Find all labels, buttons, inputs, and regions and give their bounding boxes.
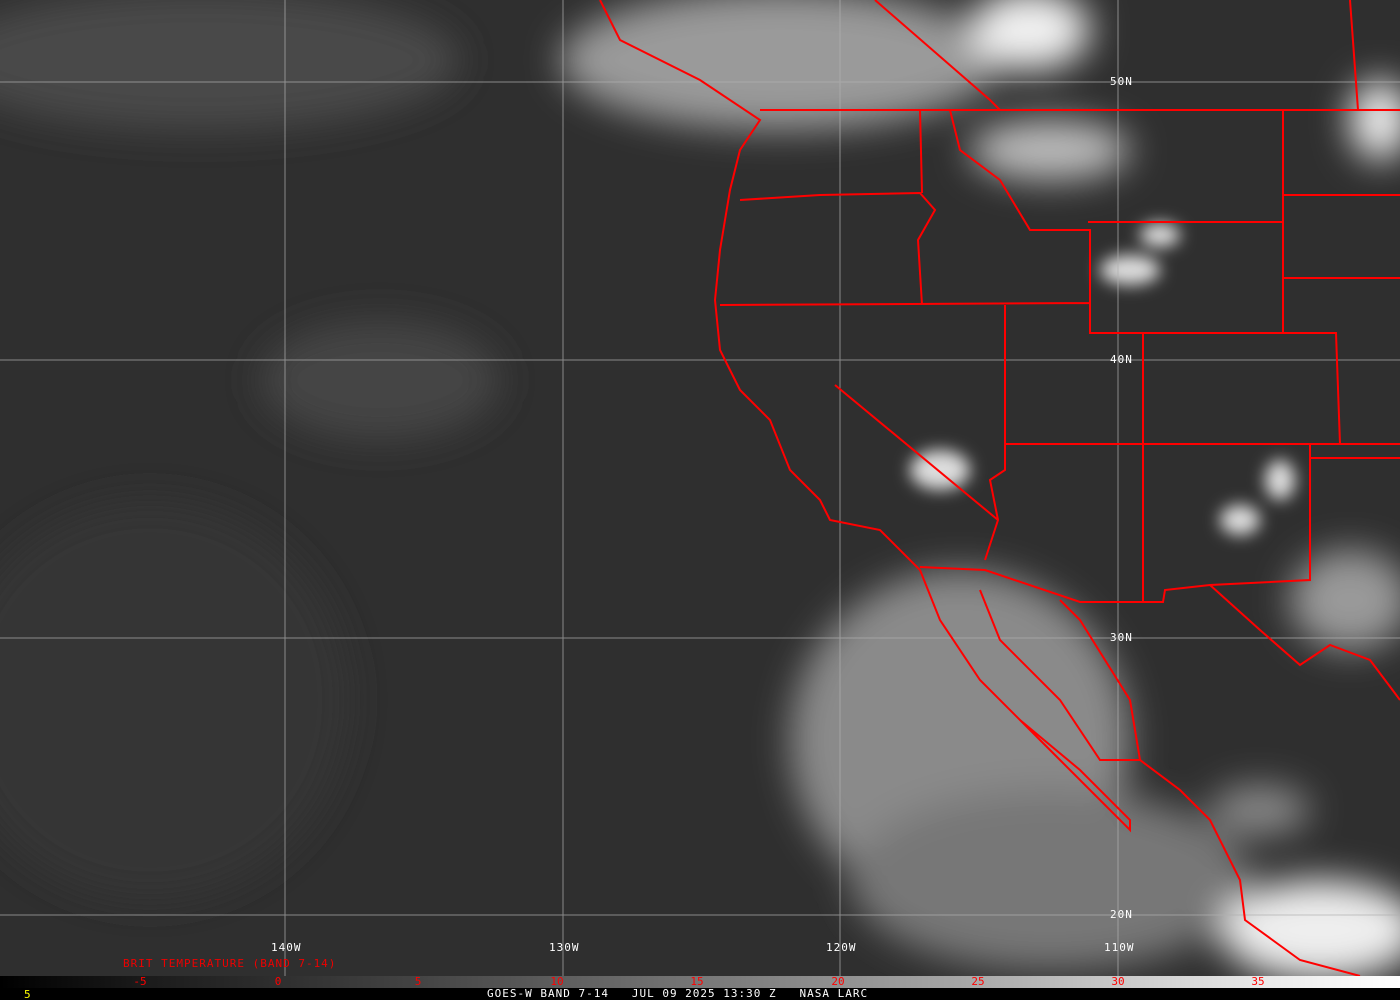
image-caption: GOES-W BAND 7-14 JUL 09 2025 13:30 Z NAS…	[487, 987, 869, 1000]
lon-label-130w: 130W	[549, 941, 580, 954]
colorbar-tick: 20	[831, 975, 845, 988]
lon-label-120w: 120W	[826, 941, 857, 954]
colorbar-title: BRIT TEMPERATURE (BAND 7-14)	[123, 957, 337, 970]
colorbar-tick: 0	[274, 975, 282, 988]
cloud-cover	[0, 0, 1400, 976]
political-borders	[599, 0, 1400, 976]
colorbar-tick: 5	[414, 975, 422, 988]
colorbar-tick: 35	[1251, 975, 1265, 988]
lat-label-30n: 30N	[1110, 631, 1133, 644]
lat-label-50n: 50N	[1110, 75, 1133, 88]
colorbar-tick: 25	[971, 975, 985, 988]
lat-label-40n: 40N	[1110, 353, 1133, 366]
colorbar: -5 0 5 10 15 20 25 30 35	[0, 975, 1400, 988]
lon-label-110w: 110W	[1104, 941, 1135, 954]
colorbar-tick: 15	[690, 975, 704, 988]
footer-bar: 5 GOES-W BAND 7-14 JUL 09 2025 13:30 Z N…	[0, 987, 1400, 1000]
satellite-imagery	[0, 0, 1400, 976]
lat-label-20n: 20N	[1110, 908, 1133, 921]
colorbar-tick: -5	[133, 975, 147, 988]
colorbar-tick: 30	[1111, 975, 1125, 988]
footer-value: 5	[24, 988, 31, 1000]
graticule	[0, 0, 1400, 976]
lon-label-140w: 140W	[271, 941, 302, 954]
colorbar-tick: 10	[550, 975, 564, 988]
